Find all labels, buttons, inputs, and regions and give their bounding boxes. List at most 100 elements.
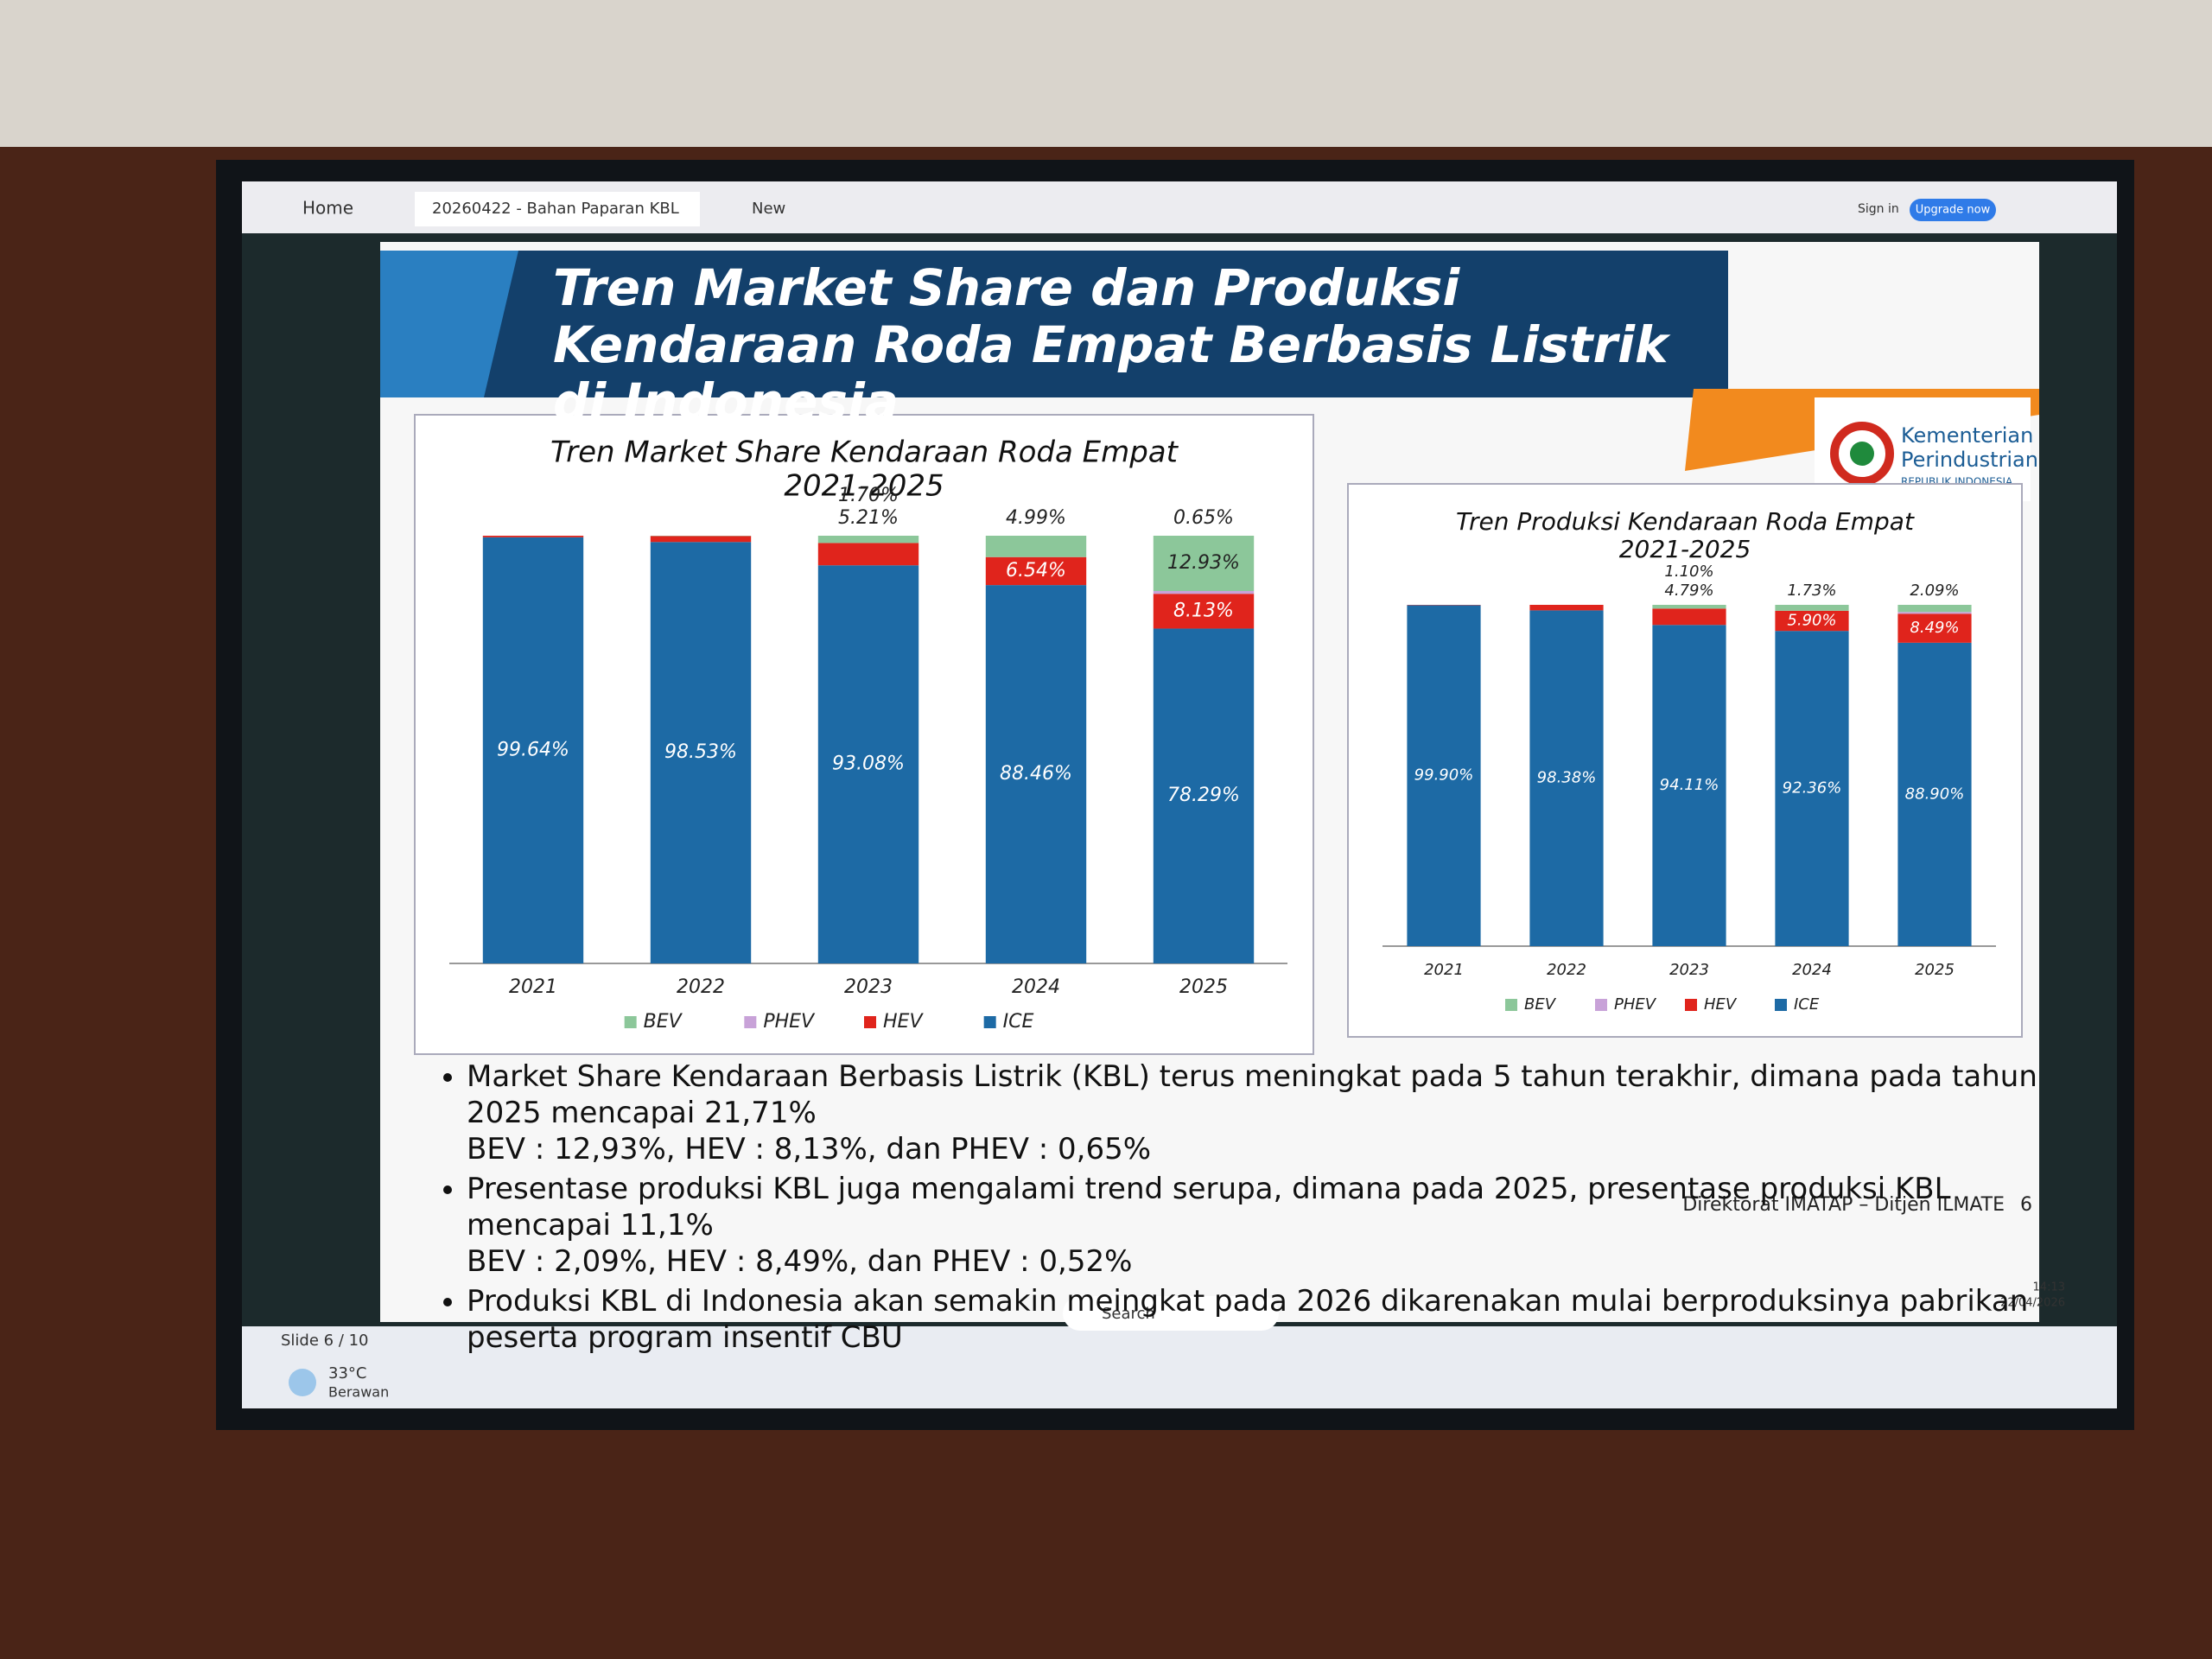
data-label: 4.79%: [1664, 582, 1713, 600]
bar-segment: [1775, 605, 1849, 611]
data-label: 78.29%: [1167, 785, 1240, 806]
tab-document[interactable]: 20260422 - Bahan Paparan KBL: [432, 200, 679, 218]
legend-label: HEV: [1704, 995, 1738, 1014]
bullet: Market Share Kendaraan Berbasis Listrik …: [467, 1058, 2065, 1167]
clock-time: 14:13: [2033, 1281, 2065, 1294]
bar-segment: [1652, 608, 1726, 626]
bar-segment: [817, 543, 919, 566]
legend-label: BEV: [1524, 995, 1557, 1014]
bar-segment: [1652, 605, 1726, 609]
bar-segment: [650, 542, 752, 963]
legend-swatch: [744, 1016, 757, 1028]
search-label[interactable]: Search: [1102, 1305, 1155, 1323]
bar-segment: [1897, 605, 1972, 613]
data-label: 94.11%: [1660, 776, 1719, 794]
bar-segment: [650, 536, 752, 543]
slide-counter: Slide 6 / 10: [281, 1332, 369, 1350]
legend-swatch: [864, 1016, 876, 1028]
clock-date: 22/04/2026: [2000, 1297, 2065, 1310]
data-label: 5.21%: [838, 507, 899, 529]
legend-swatch: [624, 1016, 637, 1028]
logo-gear: [1830, 422, 1894, 486]
bullet: Produksi KBL di Indonesia akan semakin m…: [467, 1283, 2065, 1356]
bar-segment: [1897, 642, 1972, 946]
x-tick-label: 2024: [1012, 976, 1060, 998]
bar-segment: [1529, 610, 1604, 946]
bar-segment: [1153, 536, 1255, 592]
tab-new[interactable]: New: [752, 200, 785, 218]
tab-home[interactable]: Home: [302, 198, 353, 219]
x-tick-label: 2023: [1669, 961, 1709, 979]
data-label: 8.49%: [1910, 619, 1959, 637]
x-tick-label: 2025: [1179, 976, 1228, 998]
data-label: 2.09%: [1910, 582, 1959, 600]
x-tick-label: 2022: [677, 976, 725, 998]
x-tick-label: 2021: [509, 976, 557, 998]
bar-segment: [817, 536, 919, 543]
x-tick-label: 2025: [1915, 961, 1955, 979]
legend-swatch: [983, 1016, 996, 1028]
legend-swatch: [1595, 999, 1607, 1011]
bar-segment: [1407, 605, 1481, 946]
x-tick-label: 2023: [844, 976, 893, 998]
upgrade-label[interactable]: Upgrade now: [1916, 204, 1991, 217]
logo-line: Kementerian: [1901, 423, 2033, 448]
bar-segment: [1153, 591, 1255, 594]
legend-label: HEV: [883, 1011, 924, 1033]
legend-swatch: [1775, 999, 1787, 1011]
data-label: 98.38%: [1537, 769, 1597, 787]
bar-segment: [985, 556, 1087, 586]
data-label: 98.53%: [664, 741, 737, 763]
bar-segment: [985, 585, 1087, 963]
data-label: 99.64%: [497, 739, 569, 760]
search-box[interactable]: [1063, 1296, 1279, 1331]
active-tab[interactable]: [415, 192, 700, 226]
page-number: 6: [2020, 1194, 2032, 1216]
chart-subtitle: 2021-2025: [784, 469, 944, 504]
x-tick-label: 2021: [1424, 961, 1464, 979]
data-label: 93.08%: [832, 753, 905, 775]
bullet-detail: BEV : 12,93%, HEV : 8,13%, dan PHEV : 0,…: [467, 1132, 1152, 1166]
chart-title: Tren Produksi Kendaraan Roda Empat: [1456, 507, 1915, 536]
data-label: 6.54%: [1006, 560, 1066, 582]
bullet-list: Market Share Kendaraan Berbasis Listrik …: [432, 1058, 2065, 1359]
bar-segment: [482, 537, 584, 963]
legend-swatch: [1685, 999, 1697, 1011]
chart-subtitle: 2021-2025: [1619, 535, 1751, 563]
sign-in[interactable]: Sign in: [1858, 202, 1899, 216]
data-label: 1.10%: [1664, 563, 1713, 581]
bar-segment: [482, 536, 584, 537]
weather: Berawan: [328, 1384, 389, 1401]
weather-icon: [289, 1369, 316, 1396]
slide-title: Tren Market Share dan Produksi Kendaraan…: [553, 258, 1669, 431]
bar-segment: [985, 536, 1087, 557]
bullet-text: Presentase produksi KBL juga mengalami t…: [467, 1172, 1951, 1243]
bar-segment: [1897, 613, 1972, 643]
title-banner: [380, 251, 1728, 397]
bullet-text: Produksi KBL di Indonesia akan semakin m…: [467, 1284, 2029, 1355]
legend-label: PHEV: [1614, 995, 1657, 1014]
data-label: 1.70%: [838, 485, 899, 506]
bar-segment: [1775, 631, 1849, 946]
legend-swatch: [1505, 999, 1517, 1011]
legend-label: ICE: [1794, 995, 1820, 1014]
data-label: 0.65%: [1173, 507, 1234, 529]
bar-segment: [1153, 628, 1255, 963]
x-tick-label: 2024: [1792, 961, 1832, 979]
legend-label: ICE: [1003, 1011, 1034, 1033]
upgrade-button[interactable]: [1910, 199, 1996, 221]
data-label: 88.46%: [1000, 763, 1072, 785]
bar-segment: [1775, 610, 1849, 632]
bar-segment: [1529, 605, 1604, 611]
data-label: 88.90%: [1905, 785, 1965, 803]
banner-accent: [380, 251, 518, 397]
logo-line: Perindustrian: [1901, 448, 2038, 472]
bullet: Presentase produksi KBL juga mengalami t…: [467, 1171, 2065, 1280]
data-label: 1.73%: [1787, 582, 1836, 600]
chart-title: Tren Market Share Kendaraan Roda Empat: [550, 435, 1179, 470]
data-label: 99.90%: [1414, 766, 1474, 785]
slide-footer: Direktorat IMATAP – Ditjen ILMATE: [1682, 1194, 2005, 1216]
bar-segment: [1652, 625, 1726, 946]
bar-segment: [1897, 612, 1972, 614]
